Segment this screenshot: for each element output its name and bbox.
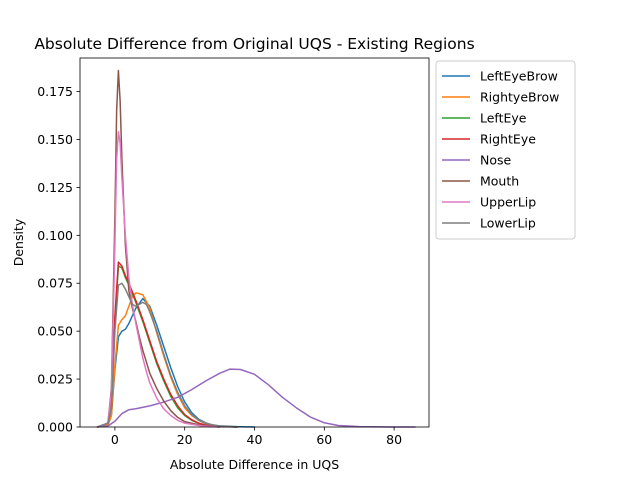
legend-label-upperlip: UpperLip <box>480 195 536 210</box>
series-line-nose <box>96 368 416 428</box>
y-tick-label: 0.175 <box>37 84 73 99</box>
plot-frame <box>79 57 430 428</box>
legend-label-righteye: RightEye <box>480 132 536 147</box>
x-axis-label: Absolute Difference in UQS <box>170 457 339 472</box>
legend-label-lefteyebrow: LeftEyeBrow <box>480 69 558 84</box>
y-axis-label: Density <box>11 218 26 266</box>
y-tick-label: 0.150 <box>37 132 73 147</box>
y-tick-label: 0.000 <box>37 420 73 435</box>
y-tick-label: 0.075 <box>37 276 73 291</box>
legend-label-nose: Nose <box>480 153 512 168</box>
chart-title: Absolute Difference from Original UQS - … <box>34 35 474 53</box>
y-tick-label: 0.025 <box>37 372 73 387</box>
x-tick-label: 0 <box>111 432 119 447</box>
legend-label-mouth: Mouth <box>480 174 519 189</box>
series-line-mouth <box>96 69 221 428</box>
x-tick-label: 20 <box>177 432 193 447</box>
legend: LeftEyeBrow RightyeBrow LeftEye RightEye Nos… <box>435 60 576 240</box>
series-line-upperlip <box>96 131 221 428</box>
legend-box <box>435 60 576 240</box>
legend-label-lowerlip: LowerLip <box>480 216 536 231</box>
y-axis: 0.000 0.025 0.050 0.075 0.100 0.125 0.150 0.175 <box>37 84 80 435</box>
x-axis: 0 20 40 60 80 <box>111 427 402 447</box>
x-tick-label: 80 <box>386 432 402 447</box>
legend-label-rightyebrow: RightyeBrow <box>480 90 559 105</box>
series-line-lowerlip <box>96 282 238 428</box>
y-tick-label: 0.050 <box>37 324 73 339</box>
series-line-righteye <box>96 261 238 428</box>
x-tick-label: 60 <box>316 432 332 447</box>
series-line-lefteyebrow <box>96 297 256 428</box>
x-tick-label: 40 <box>247 432 263 447</box>
legend-label-lefteye: LeftEye <box>480 111 527 126</box>
series-layer <box>96 69 416 428</box>
y-tick-label: 0.125 <box>37 180 73 195</box>
y-tick-label: 0.100 <box>37 228 73 243</box>
